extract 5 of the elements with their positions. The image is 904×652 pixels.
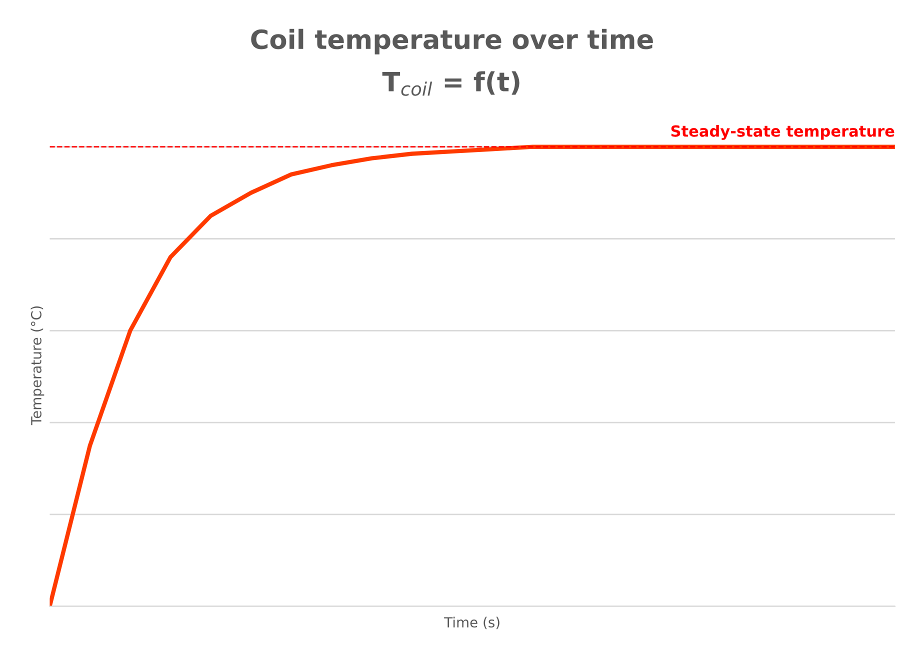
- x-axis-title: Time (s): [444, 616, 500, 630]
- chart-title: Coil temperature over time: [251, 28, 653, 54]
- y-axis-title: Temperature (°C): [30, 306, 44, 426]
- chart-subtitle: T$_{coil}$ = f(t): [382, 71, 520, 96]
- ref-line-label: Steady-state temperature: [671, 125, 894, 140]
